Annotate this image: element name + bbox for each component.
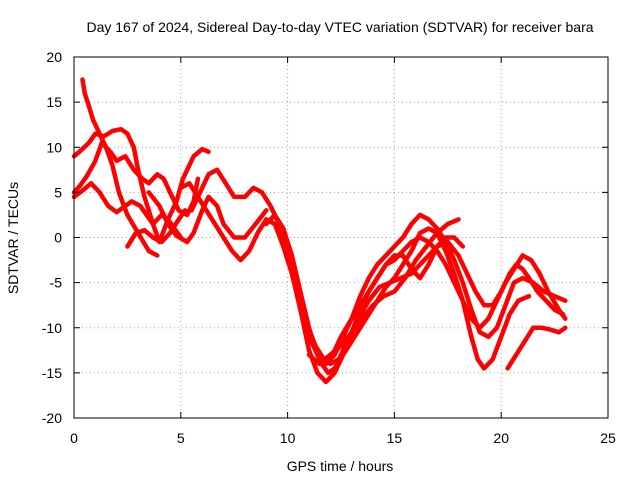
series-line-13: [505, 325, 568, 371]
axis-ticks: 0 5 10 15 20 25 20 15 10 5 0 -5 -10 -15 -20: [42, 49, 616, 446]
x-axis-label: GPS time / hours: [287, 458, 394, 474]
y-tick-label: -15: [42, 365, 62, 381]
y-tick-label: 15: [46, 94, 62, 110]
chart-title: Day 167 of 2024, Sidereal Day-to-day VTE…: [86, 19, 593, 35]
y-tick-label: 5: [54, 184, 62, 200]
y-axis-label: SDTVAR / TECUs: [5, 182, 21, 294]
series-line-11: [289, 235, 466, 385]
series-line-5: [125, 208, 188, 249]
x-tick-label: 10: [280, 430, 296, 446]
x-tick-label: 25: [600, 430, 616, 446]
series-line-3: [71, 140, 201, 218]
series-line-2: [71, 126, 211, 245]
series-line-9: [263, 212, 532, 376]
x-tick-label: 5: [177, 430, 185, 446]
y-tick-label: -5: [50, 275, 63, 291]
series-line-12: [306, 217, 461, 367]
series-line-10: [281, 212, 568, 367]
series-line-1: [80, 77, 160, 258]
y-tick-label: -20: [42, 410, 62, 426]
y-tick-label: 20: [46, 49, 62, 65]
x-tick-label: 20: [493, 430, 509, 446]
series-line-6: [146, 190, 269, 245]
y-tick-label: 0: [54, 230, 62, 246]
y-tick-label: -10: [42, 320, 62, 336]
x-tick-label: 15: [387, 430, 403, 446]
y-tick-label: 10: [46, 139, 62, 155]
data-series: [71, 77, 568, 385]
x-tick-label: 0: [70, 430, 78, 446]
